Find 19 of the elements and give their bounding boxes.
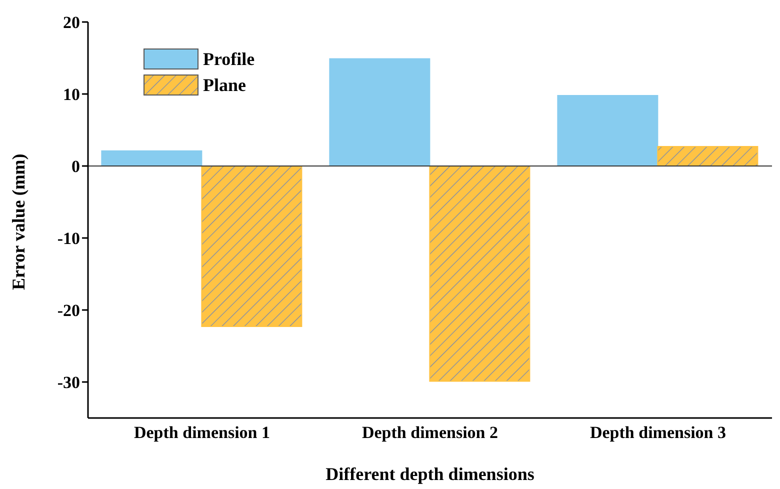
x-tick-label: Depth dimension 3 <box>590 423 726 442</box>
bar <box>101 150 202 166</box>
legend-label: Plane <box>203 74 246 96</box>
y-tick-label: -30 <box>57 373 80 392</box>
legend-label: Profile <box>203 48 255 70</box>
y-axis-title: Error value (mm) <box>8 154 28 290</box>
y-tick-label: 20 <box>63 13 80 32</box>
bar <box>429 166 530 382</box>
x-tick-label: Depth dimension 2 <box>362 423 498 442</box>
bar <box>657 146 758 166</box>
y-tick-label: -10 <box>57 229 80 248</box>
x-axis-title: Different depth dimensions <box>326 464 534 484</box>
x-tick-label: Depth dimension 1 <box>134 423 270 442</box>
bar <box>329 58 430 166</box>
y-tick-label: 10 <box>63 85 80 104</box>
bar <box>201 166 302 328</box>
y-tick-label: 0 <box>72 157 80 176</box>
y-tick-label: -20 <box>57 301 80 320</box>
bar <box>557 94 658 166</box>
